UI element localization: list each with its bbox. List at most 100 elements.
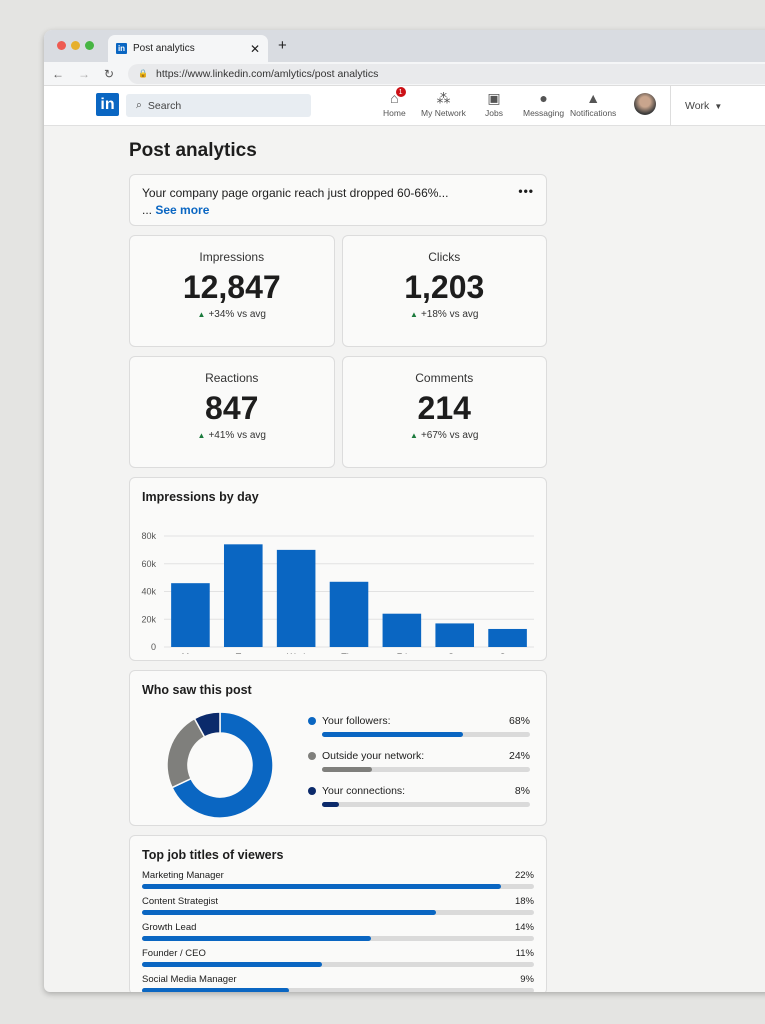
- x-tick-label: Fri: [397, 652, 408, 654]
- linkedin-favicon-icon: in: [116, 43, 127, 54]
- stat-change: ▲ +67% vs avg: [410, 430, 478, 441]
- x-tick-label: Sat: [448, 652, 462, 654]
- job-title-label: Growth Lead: [142, 922, 197, 933]
- donut-slice[interactable]: [171, 711, 274, 819]
- up-arrow-icon: ▲: [197, 310, 206, 319]
- minimize-window-button[interactable]: [71, 41, 80, 50]
- see-more-link[interactable]: See more: [155, 203, 210, 217]
- stat-label: Reactions: [205, 371, 259, 385]
- x-tick-label: Tue: [236, 652, 251, 654]
- maximize-window-button[interactable]: [85, 41, 94, 50]
- legend-value: 8%: [514, 785, 530, 797]
- bar-sun[interactable]: [488, 628, 527, 647]
- y-tick-label: 40k: [141, 587, 156, 597]
- job-title-value: 14%: [514, 922, 534, 933]
- x-tick-label: Sun: [500, 652, 516, 654]
- progress-track: [142, 936, 534, 941]
- nav-label: Messaging: [523, 108, 565, 118]
- nav-label: Home: [383, 108, 406, 118]
- legend-item: Your connections: 8%: [308, 785, 530, 807]
- bar-wed[interactable]: [276, 549, 316, 647]
- job-title-label: Content Strategist: [142, 896, 219, 907]
- stat-change-text: +67% vs avg: [420, 430, 479, 441]
- donut-slice[interactable]: [166, 717, 206, 789]
- x-tick-label: Wed: [287, 652, 305, 654]
- bar-mon[interactable]: [171, 583, 210, 647]
- stats-grid: Impressions 12,847 ▲ +34% vs avg Clicks 1,20…: [129, 235, 547, 468]
- stat-change-text: +41% vs avg: [208, 430, 266, 441]
- stat-change-text: +34% vs avg: [208, 309, 266, 320]
- donut-slice[interactable]: [193, 711, 221, 738]
- url-field[interactable]: 🔒 https://www.linkedin.com/amlytics/post …: [128, 63, 765, 84]
- lock-icon: 🔒: [138, 69, 149, 78]
- search-icon: ⌕: [136, 99, 142, 111]
- job-title-row: Social Media Manager 9%: [130, 974, 546, 992]
- job-title-row: Marketing Manager 22%: [130, 870, 546, 889]
- back-icon[interactable]: ←: [52, 66, 64, 81]
- bar-tue[interactable]: [223, 544, 263, 647]
- x-tick-label: Mon: [182, 652, 200, 654]
- browser-tab[interactable]: in Post analytics ✕: [108, 35, 268, 62]
- notice-text: Your company page organic reach just dro…: [142, 186, 449, 200]
- page-title: Post analytics: [129, 140, 257, 161]
- y-tick-label: 60k: [141, 559, 156, 569]
- progress-fill: [322, 732, 464, 737]
- bar-thu[interactable]: [329, 581, 369, 647]
- ellipsis: ...: [142, 203, 156, 217]
- tab-title: Post analytics: [133, 43, 195, 54]
- main-content: Post analytics Your company page organic…: [129, 140, 547, 992]
- search-placeholder: Search: [147, 99, 182, 112]
- browser-window: in Post analytics ✕ + ← → ↻ 🔒 https://www…: [44, 30, 765, 992]
- legend-dot-icon: [308, 787, 316, 795]
- job-title-value: 11%: [515, 948, 534, 959]
- close-window-button[interactable]: [57, 41, 66, 50]
- stat-change: ▲ +18% vs avg: [410, 309, 478, 320]
- nav-label: Jobs: [485, 108, 503, 118]
- chart-title: Impressions by day: [142, 490, 259, 504]
- progress-track: [142, 962, 534, 967]
- tab-bar: in Post analytics ✕ +: [44, 30, 765, 62]
- stat-label: Comments: [415, 371, 474, 385]
- work-label: Work: [685, 100, 710, 112]
- nav-label: Notifications: [570, 108, 617, 118]
- work-menu[interactable]: Work ▼: [670, 86, 722, 126]
- stat-label: Clicks: [428, 250, 461, 264]
- job-title-label: Marketing Manager: [142, 870, 224, 881]
- linkedin-logo[interactable]: in: [96, 93, 119, 116]
- progress-fill: [322, 802, 339, 807]
- legend-value: 68%: [508, 715, 530, 727]
- job-title-bar: [142, 962, 322, 967]
- reload-icon[interactable]: ↻: [104, 66, 115, 81]
- legend-dot-icon: [308, 752, 316, 760]
- nav-my-network[interactable]: ⁂ My Network: [421, 90, 466, 118]
- progress-track: [142, 988, 534, 992]
- avatar[interactable]: [634, 93, 656, 115]
- job-title-row: Founder / CEO 11%: [130, 948, 546, 967]
- up-arrow-icon: ▲: [197, 431, 206, 440]
- more-options-icon[interactable]: •••: [518, 184, 534, 198]
- job-title-value: 22%: [514, 870, 534, 881]
- up-arrow-icon: ▲: [410, 431, 418, 440]
- nav-home[interactable]: ⌂ 1 Home: [383, 87, 406, 118]
- briefcase-icon: ▣: [487, 90, 501, 106]
- bar-sat[interactable]: [435, 623, 475, 647]
- stat-change: ▲ +34% vs avg: [198, 309, 266, 320]
- bar-fri[interactable]: [382, 613, 422, 647]
- nav-jobs[interactable]: ▣ Jobs: [485, 90, 503, 118]
- stat-card-reactions: Reactions 847 ▲ +41% vs avg: [129, 356, 335, 468]
- nav-notifications[interactable]: ▲ Notifications: [570, 90, 616, 118]
- new-tab-button[interactable]: +: [278, 37, 287, 54]
- nav-messaging[interactable]: ● Messaging: [523, 90, 564, 118]
- notice-card: Your company page organic reach just dro…: [129, 174, 547, 226]
- audience-legend: Your followers: 68% Outside your network: 2…: [308, 715, 530, 820]
- close-tab-icon[interactable]: ✕: [249, 41, 260, 56]
- legend-label: Your connections:: [322, 785, 406, 797]
- job-title-value: 9%: [520, 974, 534, 985]
- job-title-value: 18%: [514, 896, 534, 907]
- job-title-bar: [142, 884, 502, 889]
- y-tick-label: 20k: [141, 614, 156, 624]
- forward-icon[interactable]: →: [78, 66, 90, 81]
- search-input[interactable]: ⌕ Search: [126, 94, 311, 117]
- audience-title: Who saw this post: [142, 683, 252, 697]
- progress-track: [142, 884, 534, 889]
